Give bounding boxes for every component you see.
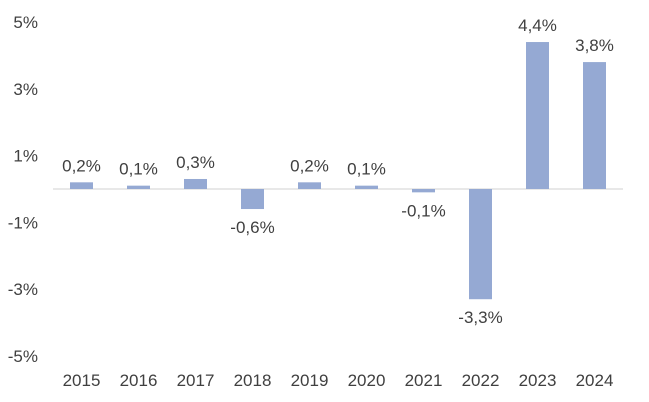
data-label: 0,1% bbox=[119, 160, 158, 179]
bar bbox=[469, 189, 492, 300]
data-label: -0,1% bbox=[401, 201, 445, 220]
y-tick-label: 1% bbox=[13, 147, 38, 166]
data-label: 0,1% bbox=[347, 160, 386, 179]
bar bbox=[298, 182, 321, 189]
bar bbox=[355, 185, 378, 189]
x-tick-label: 2016 bbox=[120, 371, 158, 390]
y-tick-label: -5% bbox=[8, 347, 38, 366]
y-axis-ticks: 5% 3% 1% -1% -3% -5% bbox=[8, 13, 38, 366]
bar-series bbox=[70, 42, 606, 300]
x-tick-label: 2023 bbox=[519, 371, 557, 390]
data-label: 4,4% bbox=[518, 16, 557, 35]
bar bbox=[184, 178, 207, 189]
x-tick-label: 2022 bbox=[462, 371, 500, 390]
bar bbox=[241, 189, 264, 210]
x-tick-label: 2020 bbox=[348, 371, 386, 390]
bar bbox=[526, 42, 549, 189]
data-label: 0,3% bbox=[176, 153, 215, 172]
x-tick-label: 2021 bbox=[405, 371, 443, 390]
data-label: -3,3% bbox=[458, 308, 502, 327]
x-tick-label: 2019 bbox=[291, 371, 329, 390]
data-label: 0,2% bbox=[62, 156, 101, 175]
data-label: 3,8% bbox=[575, 36, 614, 55]
y-tick-label: -3% bbox=[8, 280, 38, 299]
x-tick-label: 2015 bbox=[63, 371, 101, 390]
x-tick-label: 2017 bbox=[177, 371, 215, 390]
bar bbox=[70, 182, 93, 189]
data-label: 0,2% bbox=[290, 156, 329, 175]
bar bbox=[412, 189, 435, 193]
x-tick-label: 2024 bbox=[576, 371, 614, 390]
x-tick-label: 2018 bbox=[234, 371, 272, 390]
x-axis-ticks: 2015 2016 2017 2018 2019 2020 2021 2022 2023 2024 bbox=[63, 371, 614, 390]
data-label: -0,6% bbox=[230, 218, 274, 237]
y-tick-label: -1% bbox=[8, 213, 38, 232]
bar bbox=[583, 62, 606, 189]
y-tick-label: 3% bbox=[13, 80, 38, 99]
y-tick-label: 5% bbox=[13, 13, 38, 32]
bar bbox=[127, 185, 150, 189]
data-labels: 0,2% 0,1% 0,3% -0,6% 0,2% 0,1% -0,1% -3,3% 4,4% 3… bbox=[62, 16, 614, 327]
